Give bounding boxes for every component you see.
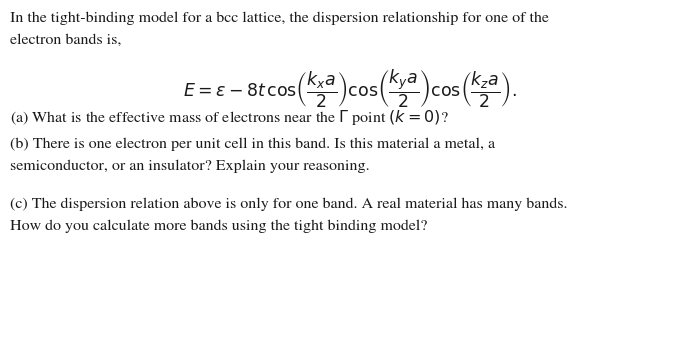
Text: (b) There is one electron per unit cell in this band. Is this material a metal, : (b) There is one electron per unit cell … [10, 138, 495, 152]
Text: In the tight-binding model for a bcc lattice, the dispersion relationship for on: In the tight-binding model for a bcc lat… [10, 12, 549, 25]
Text: electron bands is,: electron bands is, [10, 34, 121, 47]
Text: $E = \epsilon - 8t\,\cos\!\left(\dfrac{k_x a}{2}\right)\cos\!\left(\dfrac{k_y a}: $E = \epsilon - 8t\,\cos\!\left(\dfrac{k… [183, 68, 517, 110]
Text: semiconductor, or an insulator? Explain your reasoning.: semiconductor, or an insulator? Explain … [10, 160, 370, 173]
Text: (a) What is the effective mass of electrons near the $\Gamma$ point $(k = 0)$?: (a) What is the effective mass of electr… [10, 108, 449, 127]
Text: How do you calculate more bands using the tight binding model?: How do you calculate more bands using th… [10, 220, 428, 233]
Text: (c) The dispersion relation above is only for one band. A real material has many: (c) The dispersion relation above is onl… [10, 198, 568, 212]
